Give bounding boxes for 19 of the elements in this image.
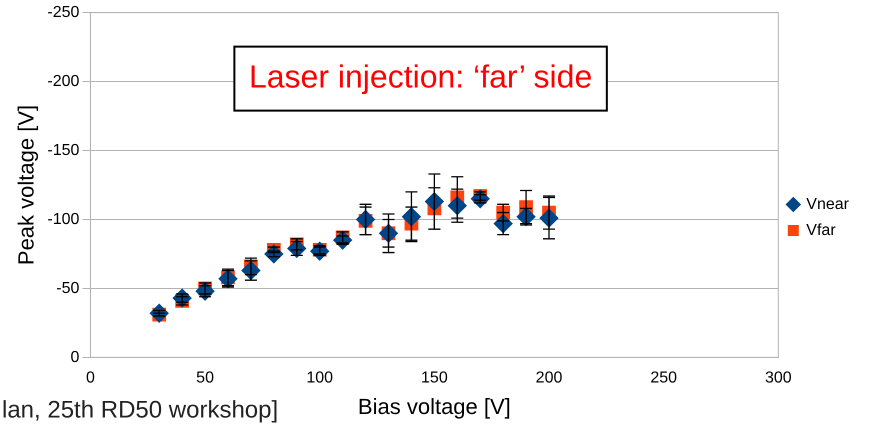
x-tick-label: 50 — [196, 369, 214, 386]
legend-label: Vnear — [806, 196, 850, 213]
x-axis-title: Bias voltage [V] — [358, 394, 511, 419]
x-tick-label: 300 — [764, 369, 792, 386]
x-tick-label: 200 — [536, 369, 562, 386]
x-tick-label: 250 — [650, 369, 678, 386]
x-tick-label: 0 — [86, 369, 95, 386]
y-tick-label: -150 — [47, 142, 80, 159]
y-tick-label: -250 — [47, 4, 80, 22]
legend-label: Vfar — [806, 222, 836, 239]
x-tick-label: 100 — [306, 369, 334, 386]
y-tick-label: -200 — [47, 72, 80, 90]
y-axis-title: Peak voltage [V] — [13, 104, 38, 266]
y-tick-label: -100 — [47, 210, 80, 228]
x-tick-label: 150 — [421, 369, 448, 386]
text: lan, 25th RD50 workshop] — [2, 396, 278, 424]
y-tick-label: 0 — [70, 348, 80, 366]
text: Laser injection: ‘far’ side — [248, 58, 592, 94]
y-tick-label: -50 — [56, 280, 80, 297]
